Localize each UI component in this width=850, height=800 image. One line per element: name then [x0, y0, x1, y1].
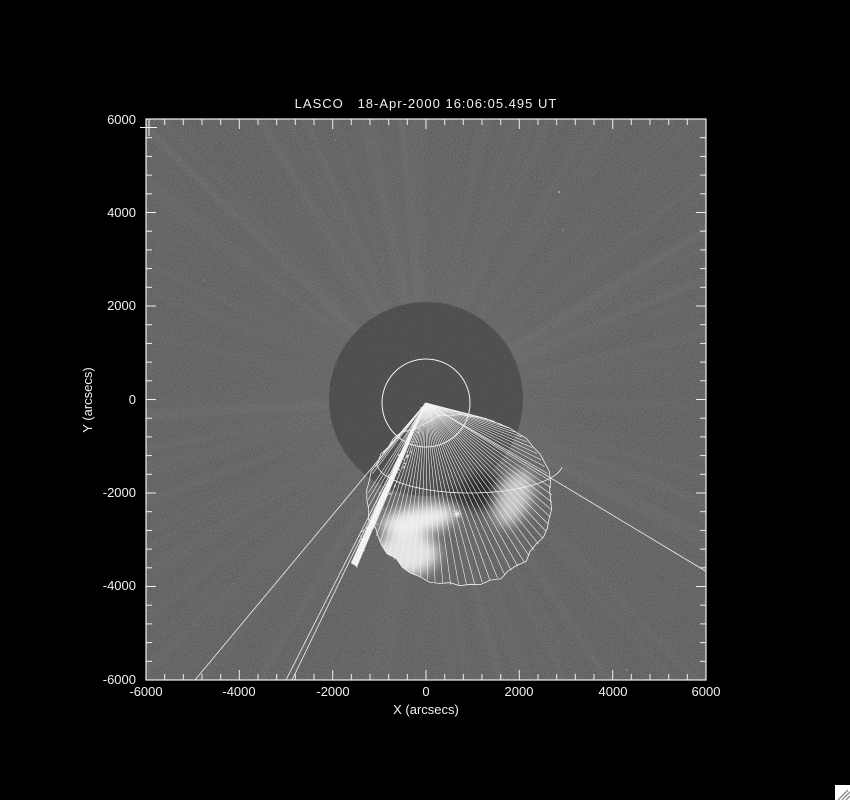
svg-text:2000: 2000 — [107, 298, 136, 313]
svg-text:2000: 2000 — [505, 684, 534, 699]
svg-text:-4000: -4000 — [103, 578, 136, 593]
svg-text:6000: 6000 — [692, 684, 721, 699]
svg-text:0: 0 — [422, 684, 429, 699]
svg-text:-2000: -2000 — [103, 485, 136, 500]
svg-text:-2000: -2000 — [316, 684, 349, 699]
svg-text:4000: 4000 — [107, 205, 136, 220]
svg-text:-6000: -6000 — [129, 684, 162, 699]
svg-text:0: 0 — [129, 392, 136, 407]
svg-text:-4000: -4000 — [222, 684, 255, 699]
svg-text:X (arcsecs): X (arcsecs) — [393, 702, 459, 717]
svg-text:6000: 6000 — [107, 112, 136, 127]
svg-text:Y (arcsecs): Y (arcsecs) — [80, 367, 95, 433]
svg-text:4000: 4000 — [599, 684, 628, 699]
svg-text:LASCO 18-Apr-2000 16:06:05.4: LASCO 18-Apr-2000 16:06:05.495 UT — [295, 96, 558, 111]
